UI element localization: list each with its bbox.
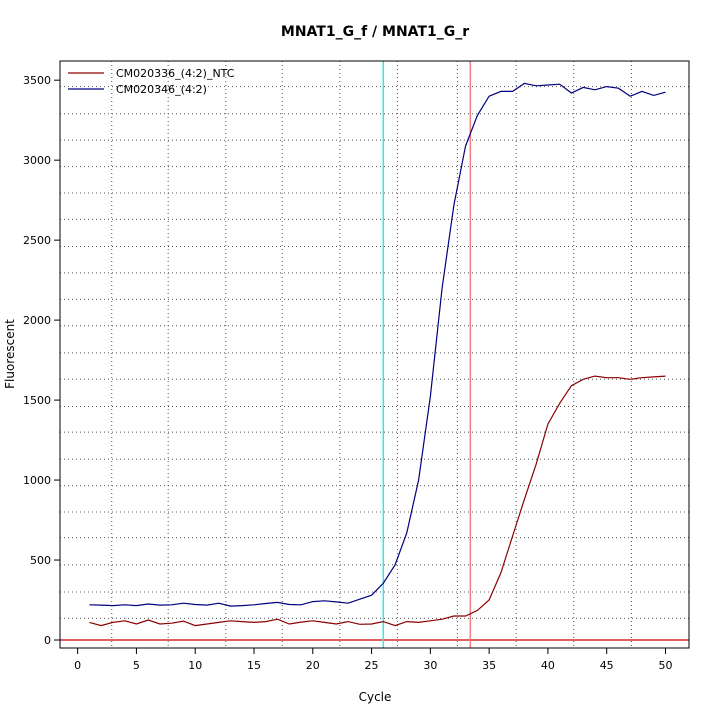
legend: CM020336_(4:2)_NTC CM020346_(4:2) xyxy=(68,67,235,96)
x-tick-label: 10 xyxy=(188,659,202,672)
x-tick-label: 30 xyxy=(423,659,437,672)
series-line-1 xyxy=(89,375,666,627)
x-tick-label: 45 xyxy=(600,659,614,672)
legend-label: CM020336_(4:2)_NTC xyxy=(116,67,235,80)
y-axis: 0 500 1000 1500 2000 2500 3000 3500 xyxy=(23,74,60,647)
chart-title: MNAT1_G_f / MNAT1_G_r xyxy=(281,24,469,40)
cycle-markers xyxy=(60,61,689,648)
y-tick-label: 3500 xyxy=(23,74,51,87)
x-tick-label: 35 xyxy=(482,659,496,672)
y-axis-label: Fluorescent xyxy=(3,319,17,389)
x-tick-label: 50 xyxy=(658,659,672,672)
x-axis-label: Cycle xyxy=(359,690,392,704)
grid xyxy=(60,61,689,648)
x-axis: 0 5 10 15 20 25 30 35 40 45 50 xyxy=(74,648,672,672)
y-tick-label: 500 xyxy=(30,554,51,567)
x-tick-label: 5 xyxy=(133,659,140,672)
y-tick-label: 1500 xyxy=(23,394,51,407)
legend-label: CM020346_(4:2) xyxy=(116,83,207,96)
x-tick-label: 0 xyxy=(74,659,81,672)
series-line-2 xyxy=(89,82,666,607)
y-tick-label: 2000 xyxy=(23,314,51,327)
y-tick-label: 1000 xyxy=(23,474,51,487)
x-tick-label: 20 xyxy=(306,659,320,672)
y-tick-label: 3000 xyxy=(23,154,51,167)
plot-frame xyxy=(59,60,690,649)
x-tick-label: 25 xyxy=(365,659,379,672)
x-tick-label: 15 xyxy=(247,659,261,672)
series-lines xyxy=(89,82,666,627)
y-tick-label: 0 xyxy=(44,634,51,647)
x-tick-label: 40 xyxy=(541,659,555,672)
y-tick-label: 2500 xyxy=(23,234,51,247)
